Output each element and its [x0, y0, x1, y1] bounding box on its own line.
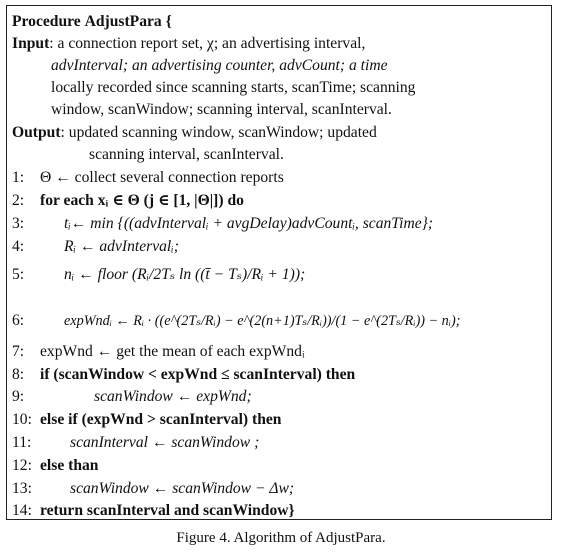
output-text-1: : updated scanning window, scanWindow; u… [60, 124, 377, 141]
step-6-text: expWndᵢ ← Rᵢ · ((e^(2Tₛ/Rᵢ) − e^(2(n+1)T… [64, 313, 461, 329]
step-8-number: 8: [12, 366, 25, 383]
step-1-text: Θ ← collect several connection reports [40, 169, 284, 186]
step-9-number: 9: [12, 388, 25, 405]
step-13-text: scanWindow ← scanWindow − Δw; [70, 480, 295, 497]
step-3-text: tᵢ← min {((advIntervalᵢ + avgDelay)advCo… [64, 215, 434, 232]
procedure-title: Procedure AdjustPara { [12, 12, 172, 32]
algorithm-box: Procedure AdjustPara { Input: a connecti… [6, 5, 552, 520]
step-3-number: 3: [12, 215, 25, 232]
step-13-number: 13: [12, 480, 32, 497]
procedure-name: AdjustPara [84, 13, 162, 30]
step-6-number: 6: [12, 312, 25, 329]
step-14-text: return scanInterval and scanWindow} [40, 502, 295, 519]
input-line-1: Input: a connection report set, χ; an ad… [12, 34, 365, 54]
input-text-1: : a connection report set, χ; an adverti… [49, 35, 366, 52]
step-4-text: Rᵢ ← advIntervalᵢ; [64, 238, 179, 255]
procedure-brace: { [165, 13, 172, 30]
step-2-text: for each xᵢ ∈ Θ (j ∈ [1, |Θ|]) do [40, 192, 244, 209]
step-7-number: 7: [12, 343, 25, 360]
step-10-text: else if (expWnd > scanInterval) then [40, 411, 282, 428]
step-7-text: expWnd ← get the mean of each expWndᵢ [40, 343, 305, 360]
step-11-text: scanInterval ← scanWindow ; [70, 434, 260, 451]
step-10-number: 10: [12, 411, 32, 428]
output-label: Output [12, 124, 61, 141]
step-4-number: 4: [12, 238, 25, 255]
input-line-4: window, scanWindow; scanning interval, s… [51, 101, 392, 118]
step-8-text: if (scanWindow < expWnd ≤ scanInterval) … [40, 366, 356, 383]
input-label: Input [12, 35, 50, 52]
step-9-text: scanWindow ← expWnd; [94, 388, 252, 405]
step-5-text: nᵢ ← floor (Rᵢ/2Tₛ ln ((t̄ − Tₛ)/Rᵢ + 1)… [64, 266, 306, 283]
step-12-text: else than [40, 457, 99, 474]
procedure-keyword: Procedure [12, 13, 81, 30]
step-11-number: 11: [12, 434, 32, 451]
output-line-1: Output: updated scanning window, scanWin… [12, 123, 377, 143]
figure-caption: Figure 4. Algorithm of AdjustPara. [176, 530, 386, 546]
step-12-number: 12: [12, 457, 32, 474]
input-line-2: advInterval; an advertising counter, adv… [51, 57, 388, 74]
step-1-number: 1: [12, 169, 25, 186]
input-line-3: locally recorded since scanning starts, … [51, 79, 416, 96]
step-2-number: 2: [12, 192, 25, 209]
output-line-2: scanning interval, scanInterval. [89, 146, 284, 163]
step-14-number: 14: [12, 502, 32, 519]
step-5-number: 5: [12, 266, 25, 283]
